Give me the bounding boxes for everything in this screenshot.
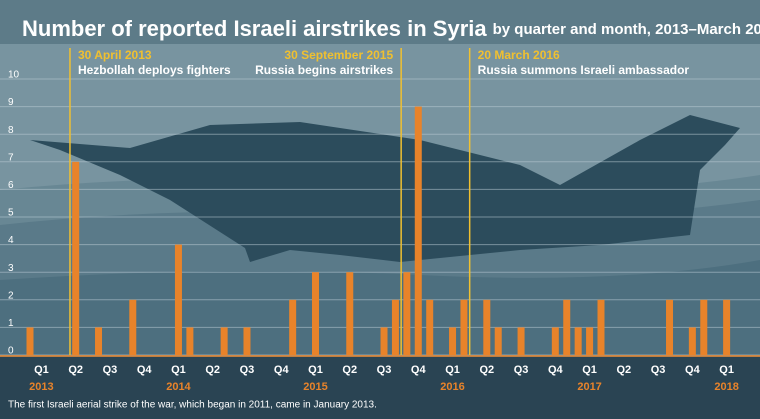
x-tick-label: Q3 (240, 364, 255, 376)
year-label: 2013 (29, 381, 53, 393)
footnote: The first Israeli aerial strike of the w… (8, 400, 377, 411)
x-tick-label: Q4 (548, 364, 564, 376)
bar (494, 327, 502, 355)
title-band (0, 0, 760, 44)
bar (723, 299, 731, 355)
year-label: 2018 (714, 381, 738, 393)
x-tick-label: Q2 (616, 364, 631, 376)
bar (26, 327, 34, 355)
bar (312, 272, 319, 355)
bar (220, 327, 228, 355)
x-tick-label: Q1 (582, 364, 597, 376)
bar (574, 327, 582, 355)
annotation-text: Russia begins airstrikes (255, 63, 393, 77)
year-label: 2017 (577, 381, 601, 393)
bar (449, 327, 457, 355)
bar (586, 327, 594, 355)
x-tick-label: Q4 (685, 364, 701, 376)
y-tick-label: 3 (8, 263, 14, 274)
chart-title: Number of reported Israeli airstrikes in… (22, 16, 760, 41)
bar (414, 106, 422, 355)
x-tick-label: Q4 (274, 364, 290, 376)
y-tick-label: 0 (8, 346, 14, 357)
x-tick-label: Q2 (479, 364, 494, 376)
title: Number of reported Israeli airstrikes in… (22, 16, 487, 41)
bar (460, 299, 468, 355)
x-tick-label: Q2 (68, 364, 83, 376)
annotation-date: 30 September 2015 (284, 48, 393, 62)
x-tick-label: Q3 (651, 364, 666, 376)
bar (391, 299, 399, 355)
x-tick-label: Q4 (137, 364, 153, 376)
y-tick-label: 2 (8, 290, 14, 301)
bar (289, 299, 297, 355)
bar (517, 327, 525, 355)
subtitle: by quarter and month, 2013–March 2018 (493, 21, 760, 38)
annotation-text: Hezbollah deploys fighters (78, 63, 231, 77)
x-tick-label: Q1 (34, 364, 49, 376)
y-tick-label: 9 (8, 97, 14, 108)
y-tick-label: 1 (8, 318, 14, 329)
bar (688, 327, 696, 355)
bar (129, 299, 137, 355)
bar (346, 272, 354, 355)
y-tick-label: 7 (8, 152, 14, 163)
bar (700, 299, 708, 355)
x-tick-label: Q2 (342, 364, 357, 376)
bar (403, 272, 411, 355)
bar (597, 299, 605, 355)
x-tick-label: Q2 (205, 364, 220, 376)
year-label: 2015 (303, 381, 327, 393)
bar (563, 299, 571, 355)
jet-silhouette (30, 115, 740, 262)
annotation-date: 20 March 2016 (478, 48, 560, 62)
y-tick-label: 4 (8, 235, 14, 246)
axis-band (0, 357, 760, 419)
year-label: 2014 (166, 381, 191, 393)
x-tick-label: Q4 (411, 364, 427, 376)
annotation-date: 30 April 2013 (78, 48, 152, 62)
x-tick-label: Q1 (445, 364, 460, 376)
bar (174, 244, 182, 355)
y-tick-label: 5 (8, 208, 14, 219)
x-tick-label: Q3 (103, 364, 118, 376)
x-tick-label: Q3 (377, 364, 392, 376)
bar (380, 327, 388, 355)
bar (666, 299, 674, 355)
bar (72, 161, 80, 355)
y-tick-label: 8 (8, 125, 14, 136)
y-tick-label: 10 (8, 70, 20, 81)
bar (551, 327, 559, 355)
bar (483, 299, 491, 355)
annotation-text: Russia summons Israeli ambassador (478, 63, 690, 77)
bar (426, 299, 434, 355)
year-label: 2016 (440, 381, 464, 393)
x-tick-label: Q1 (171, 364, 186, 376)
y-tick-label: 6 (8, 180, 14, 191)
x-tick-label: Q3 (514, 364, 529, 376)
bar (243, 327, 251, 355)
x-tick-label: Q1 (719, 364, 734, 376)
bar (95, 327, 103, 355)
bar (186, 327, 194, 355)
x-tick-label: Q1 (308, 364, 323, 376)
